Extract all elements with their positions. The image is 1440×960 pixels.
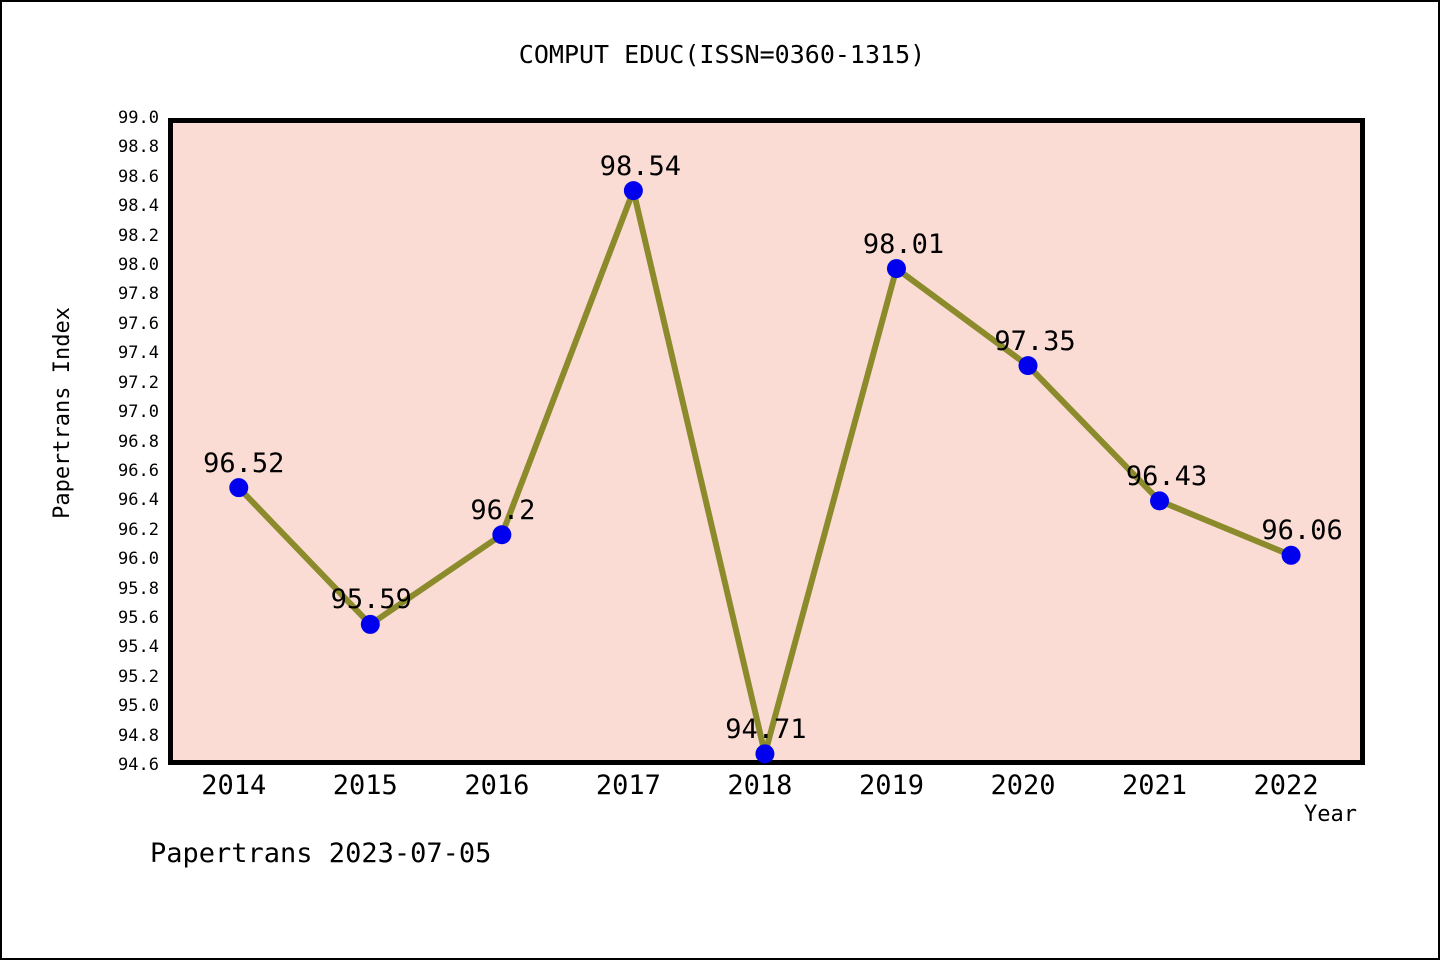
data-point-marker[interactable] xyxy=(492,525,512,545)
x-axis-tick-label: 2022 xyxy=(1253,770,1319,801)
x-axis-tick-label: 2020 xyxy=(990,770,1056,801)
x-axis-tick-label: 2021 xyxy=(1122,770,1188,801)
y-axis-tick-label: 98.4 xyxy=(118,196,159,217)
series-line-papertrans-index xyxy=(236,180,1293,755)
y-axis-tick-label: 97.6 xyxy=(118,313,159,334)
y-axis-tick-label: 95.0 xyxy=(118,696,159,717)
y-axis-tick-label: 97.0 xyxy=(118,402,159,423)
plot-area xyxy=(168,118,1365,765)
data-point-marker[interactable] xyxy=(623,181,643,201)
data-point-marker[interactable] xyxy=(360,614,380,634)
y-axis-tick-label: 98.6 xyxy=(118,166,159,187)
y-axis-tick-label: 96.4 xyxy=(118,490,159,511)
chart-title: COMPUT EDUC(ISSN=0360-1315) xyxy=(518,40,926,69)
data-point-marker[interactable] xyxy=(229,478,249,498)
y-axis-tick-label: 97.8 xyxy=(118,284,159,305)
x-axis-tick-label: 2015 xyxy=(332,770,398,801)
y-axis-tick-label: 97.2 xyxy=(118,372,159,393)
data-point-marker[interactable] xyxy=(1018,356,1038,376)
data-point-marker[interactable] xyxy=(755,744,775,764)
y-axis-tick-label: 96.2 xyxy=(118,519,159,540)
y-axis-tick-label: 98.8 xyxy=(118,137,159,158)
y-axis-tick-label: 95.8 xyxy=(118,578,159,599)
footer-note: Papertrans 2023-07-05 xyxy=(150,838,492,869)
y-axis-tick-label: 97.4 xyxy=(118,343,159,364)
y-axis-tick-label: 95.4 xyxy=(118,637,159,658)
y-axis-tick-label: 95.6 xyxy=(118,607,159,628)
y-axis-tick-label: 96.0 xyxy=(118,549,159,570)
x-axis-tick-label: 2017 xyxy=(595,770,661,801)
series-markers xyxy=(229,181,1301,764)
data-point-marker[interactable] xyxy=(1150,491,1170,511)
x-axis-tick-label: 2014 xyxy=(201,770,267,801)
y-axis-tick-label: 94.6 xyxy=(118,755,159,775)
y-axis-tick-label: 96.8 xyxy=(118,431,159,452)
y-axis-tick-label: 98.0 xyxy=(118,255,159,276)
y-axis-tick-label: 95.2 xyxy=(118,666,159,687)
y-axis-tick-label: 96.6 xyxy=(118,460,159,481)
y-axis-tick-label: 98.2 xyxy=(118,225,159,246)
y-axis-tick-label: 94.8 xyxy=(118,725,159,746)
y-axis-tick-label: 99.0 xyxy=(118,108,159,128)
line-chart-canvas xyxy=(229,180,1301,764)
x-axis-tick-label: 2018 xyxy=(727,770,793,801)
data-point-marker[interactable] xyxy=(886,259,906,279)
x-axis-title: Year xyxy=(1304,802,1357,827)
y-axis-title: Papertrans Index xyxy=(50,307,75,519)
x-axis-tick-label: 2019 xyxy=(858,770,924,801)
x-axis-tick-label: 2016 xyxy=(464,770,530,801)
data-point-marker[interactable] xyxy=(1281,545,1301,565)
